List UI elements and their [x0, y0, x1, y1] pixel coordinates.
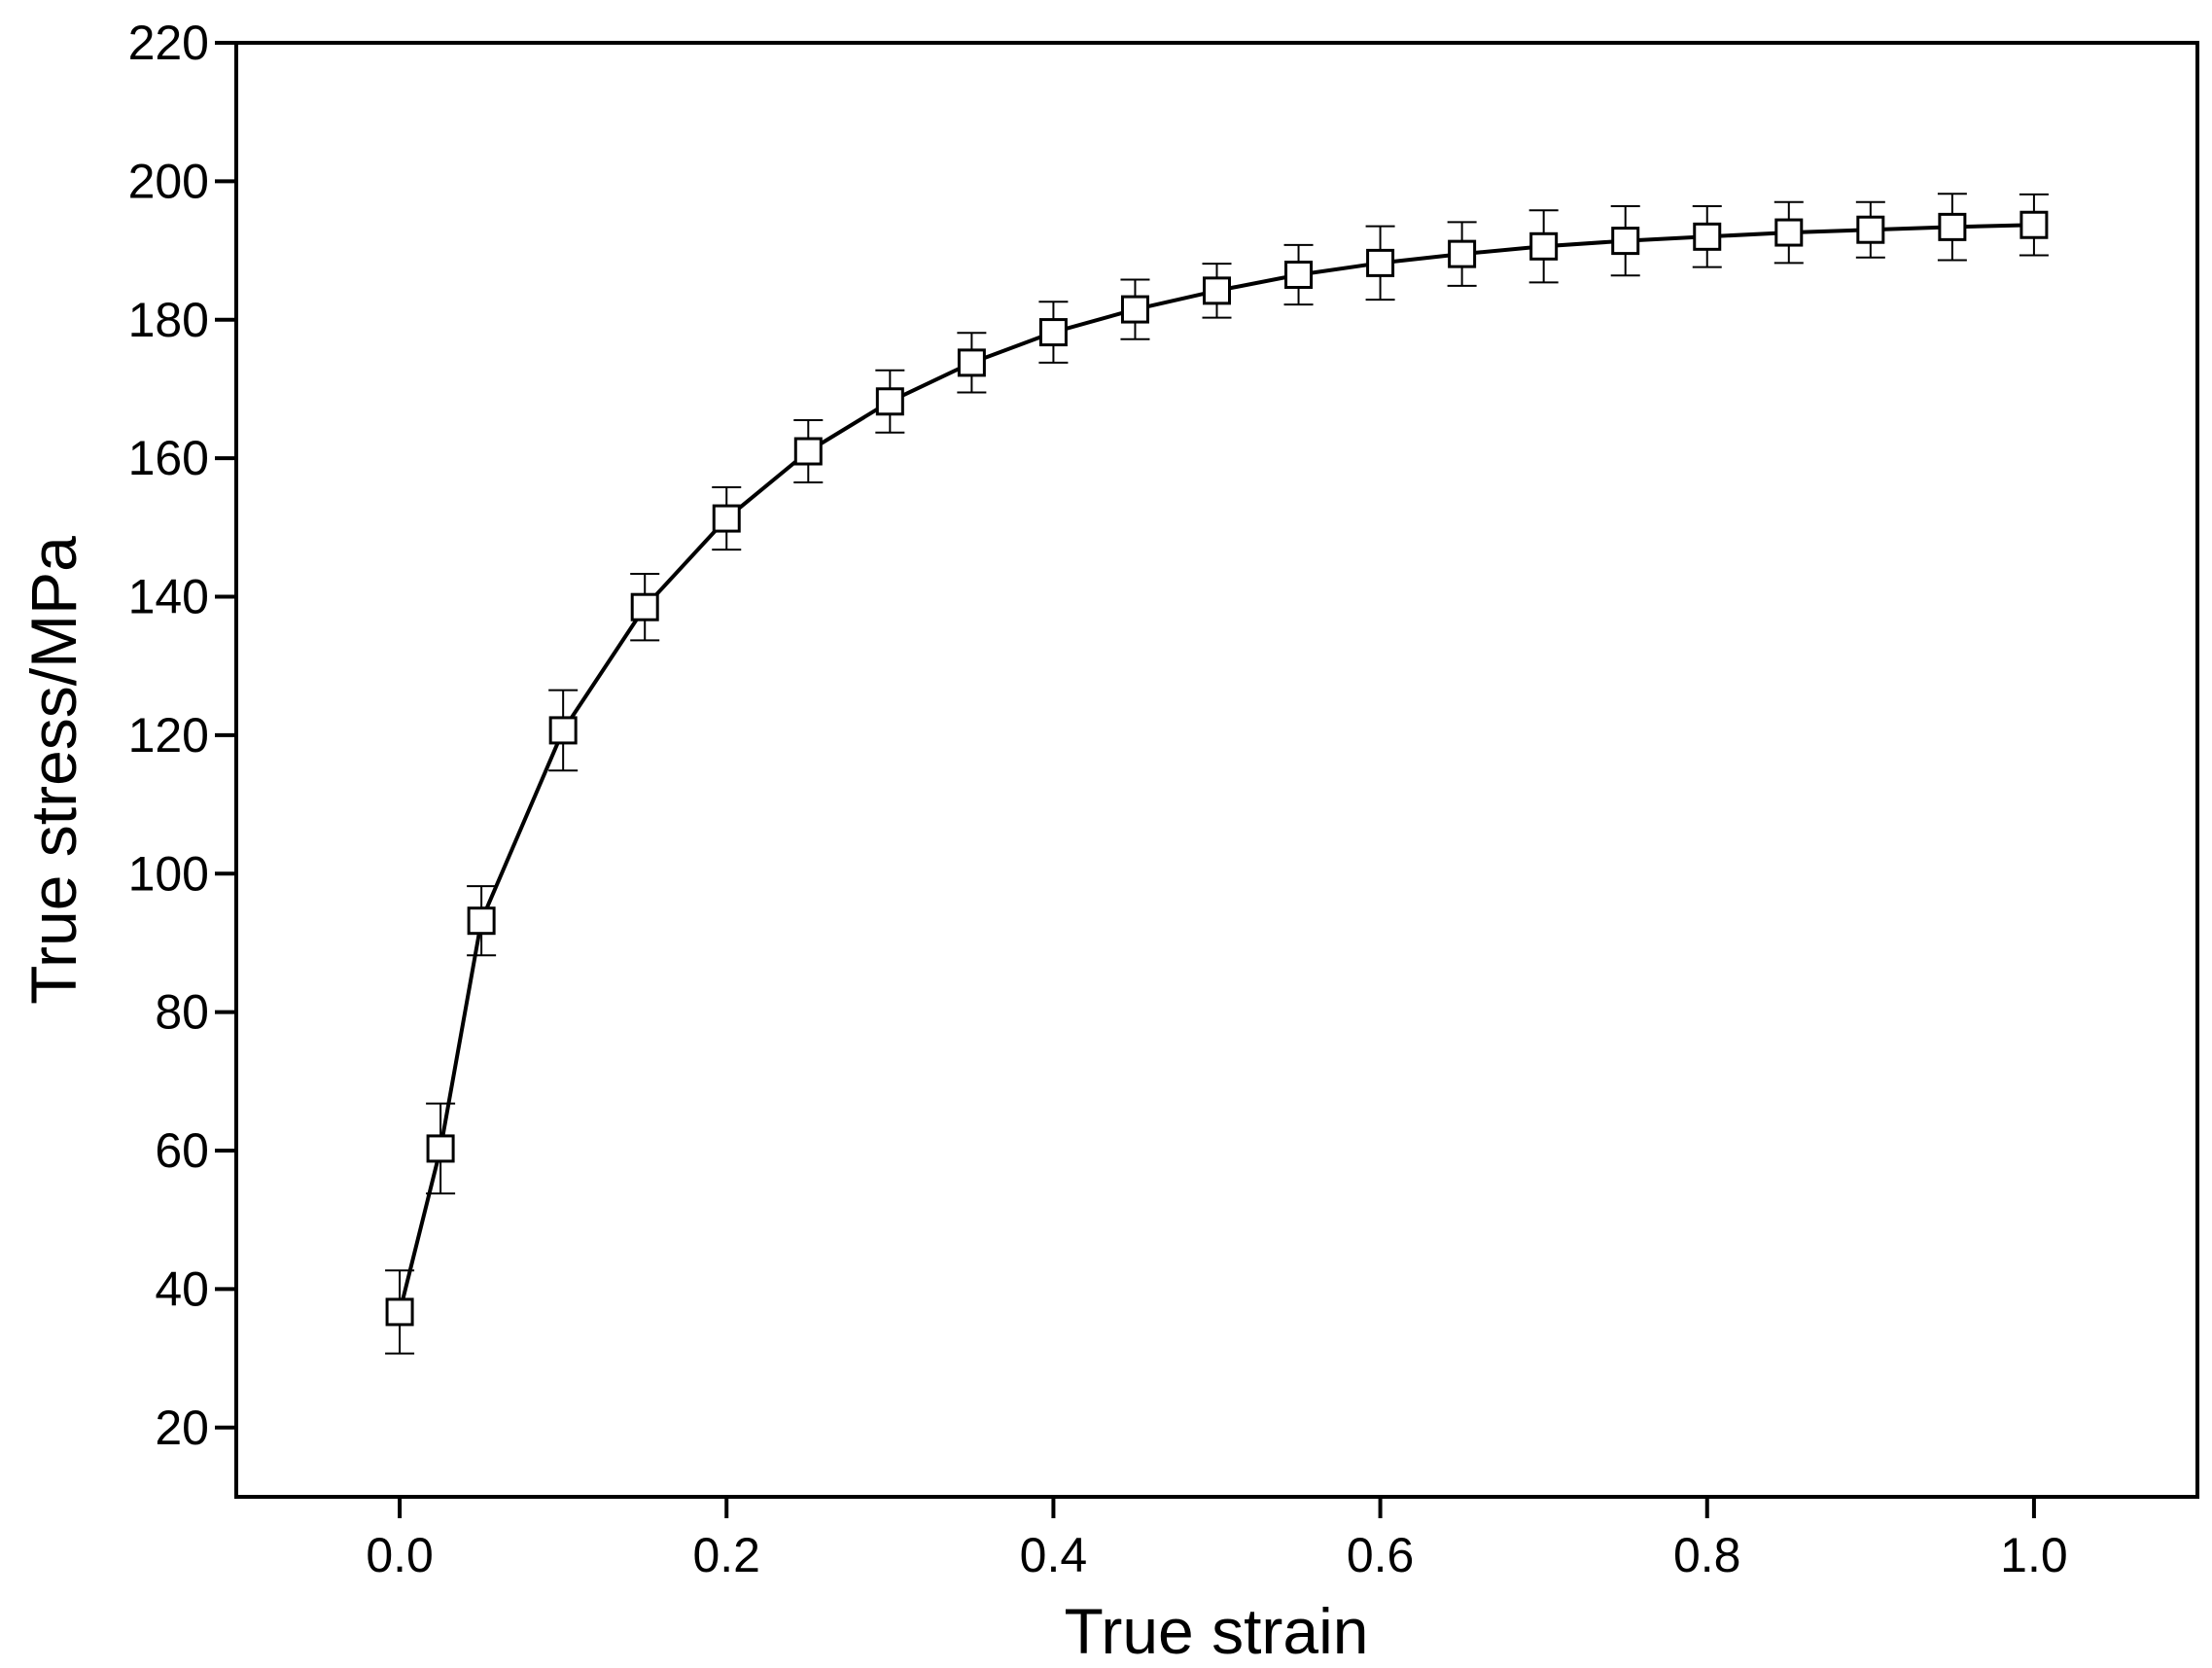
x-tick-label: 0.2	[692, 1528, 760, 1582]
y-axis-title: True stress/MPa	[18, 536, 89, 1005]
data-point	[548, 716, 578, 745]
data-markers	[385, 210, 2049, 1327]
y-tick-label: 120	[128, 708, 209, 763]
data-point	[1038, 318, 1068, 347]
data-point	[1448, 239, 1477, 268]
data-point	[1774, 218, 1804, 247]
data-point	[1856, 215, 1885, 244]
data-point	[426, 1134, 455, 1163]
x-tick-label: 0.8	[1673, 1528, 1741, 1582]
x-axis: 0.0 0.2 0.4 0.6 0.8 1.0	[366, 1497, 2068, 1582]
x-tick-label: 0.6	[1347, 1528, 1415, 1582]
data-point	[467, 906, 496, 936]
y-tick-label: 220	[128, 16, 209, 70]
x-tick-label: 1.0	[2000, 1528, 2068, 1582]
x-tick-label: 0.0	[366, 1528, 434, 1582]
data-point	[793, 437, 823, 466]
data-point	[385, 1297, 414, 1327]
series-line	[398, 223, 2034, 1313]
plot-frame	[234, 41, 2199, 1499]
data-point	[1693, 222, 1722, 251]
y-tick-label: 40	[155, 1261, 209, 1316]
y-tick-label: 160	[128, 431, 209, 485]
data-point	[875, 387, 904, 416]
data-point	[957, 348, 986, 377]
y-tick-label: 60	[155, 1123, 209, 1178]
data-point	[1203, 276, 1231, 305]
y-tick-label: 100	[128, 846, 209, 901]
data-point	[1611, 227, 1640, 256]
x-axis-title: True strain	[1065, 1595, 1369, 1667]
y-tick-label: 140	[128, 570, 209, 624]
x-tick-label: 0.4	[1020, 1528, 1088, 1582]
data-point	[2019, 210, 2049, 239]
data-point	[1529, 231, 1559, 261]
y-tick-label: 80	[155, 985, 209, 1040]
data-point	[712, 504, 741, 533]
y-tick-label: 180	[128, 293, 209, 347]
data-point	[630, 592, 659, 621]
data-point	[1366, 248, 1395, 277]
error-bars	[385, 193, 2049, 1355]
y-tick-label: 200	[128, 154, 209, 208]
data-point	[1284, 260, 1314, 289]
y-axis: 20 40 60 80 100 120 140 160 180 200 220	[128, 16, 236, 1455]
y-tick-label: 20	[155, 1401, 209, 1455]
data-point	[1938, 212, 1967, 241]
data-point	[1120, 295, 1149, 324]
